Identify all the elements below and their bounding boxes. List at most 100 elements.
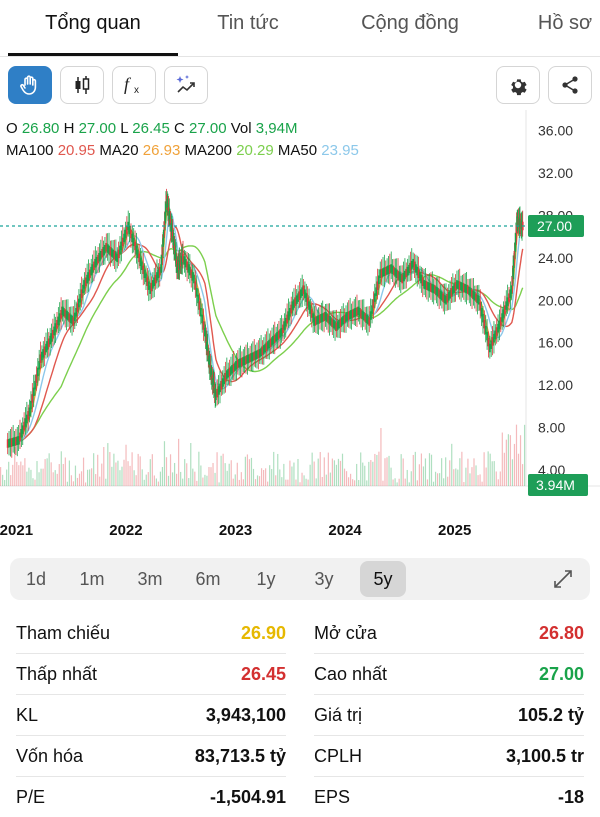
volume-bar	[329, 472, 331, 486]
trade-value-value: 105.2 tỷ	[517, 705, 584, 725]
tab-news[interactable]: Tin tức	[217, 12, 279, 34]
volume-bar	[374, 453, 376, 486]
volume-bar	[487, 451, 489, 486]
open-label: O	[6, 120, 18, 137]
range-1d[interactable]: 1d	[25, 569, 47, 589]
volume-bar	[238, 479, 240, 486]
reference-label: Tham chiếu	[16, 623, 111, 643]
candle-body	[221, 378, 224, 387]
candle-body	[32, 387, 35, 397]
volume-bar	[465, 467, 467, 486]
range-3m[interactable]: 3m	[137, 569, 163, 589]
candle-body	[82, 284, 84, 294]
volume-bar	[216, 452, 218, 486]
volume-bar	[384, 458, 386, 486]
divider	[16, 653, 286, 654]
candle-body	[319, 314, 321, 324]
candle-body	[67, 311, 69, 321]
tab-profile[interactable]: Hồ sơ	[537, 12, 593, 34]
x-tick-label: 2024	[328, 522, 362, 539]
volume-bar	[165, 457, 168, 486]
range-1m[interactable]: 1m	[79, 569, 105, 589]
candle-body	[49, 335, 52, 345]
range-5y[interactable]: 5y	[360, 561, 406, 597]
share-button[interactable]	[548, 66, 592, 104]
candle-body	[490, 340, 493, 349]
volume-bar	[491, 461, 493, 486]
volume-bar	[159, 471, 162, 486]
volume-bar	[441, 458, 443, 486]
candle-body	[440, 292, 443, 301]
candle-body	[394, 268, 397, 277]
hand-tool-button[interactable]	[8, 66, 52, 104]
volume-bar	[451, 443, 453, 486]
candle-body	[462, 283, 465, 292]
candle-body	[65, 310, 68, 320]
candle-body	[456, 280, 458, 289]
candle-body	[487, 337, 490, 347]
candle-body	[171, 231, 174, 241]
candle-body	[10, 438, 13, 447]
volume-bar	[362, 462, 364, 486]
candle-body	[254, 351, 257, 360]
candle-body	[114, 252, 117, 261]
tab-community[interactable]: Cộng đồng	[361, 12, 459, 34]
candle-body	[406, 266, 409, 276]
volume-bar	[26, 471, 28, 486]
price-chart[interactable]: 36.0032.0028.0024.0020.0016.0012.008.004…	[0, 110, 600, 546]
candle-body	[362, 311, 365, 321]
candlestick-button[interactable]	[60, 66, 104, 104]
volume-bar	[519, 435, 522, 486]
candle-body	[383, 267, 386, 277]
candle-body	[216, 388, 219, 398]
candle-body	[468, 286, 471, 296]
volume-bar	[271, 468, 273, 486]
low-label: L	[120, 120, 129, 137]
candle-body	[316, 315, 319, 325]
indicator-button[interactable]: f x	[112, 66, 156, 104]
candle-body	[195, 288, 198, 297]
volume-bar	[38, 472, 40, 486]
reference-value: 26.90	[240, 623, 286, 643]
candle-body	[310, 309, 313, 318]
volume-bar	[515, 424, 518, 486]
stat-high: Cao nhất 27.00	[314, 654, 584, 694]
candle-body	[39, 354, 42, 363]
candle-body	[351, 309, 354, 318]
stat-volume: KL 3,943,100	[16, 695, 286, 735]
candle-body	[341, 317, 343, 326]
expand-icon[interactable]	[552, 568, 574, 590]
candle-body	[461, 282, 464, 292]
candle-body	[214, 391, 217, 401]
range-3y[interactable]: 3y	[314, 569, 334, 589]
candle-body	[304, 289, 306, 298]
candle-body	[356, 307, 358, 316]
volume-bar	[54, 470, 56, 486]
volume-bar	[178, 438, 180, 486]
candle-body	[154, 274, 157, 284]
candle-body	[404, 270, 406, 280]
candle-body	[88, 269, 91, 278]
candle-body	[514, 233, 517, 243]
function-icon: f x	[124, 74, 139, 96]
market-cap-value: 83,713.5 tỷ	[194, 746, 286, 766]
volume-bar	[66, 481, 68, 486]
volume-bar	[95, 474, 97, 486]
tab-overview[interactable]: Tổng quan	[45, 12, 141, 34]
volume-bar	[489, 453, 491, 486]
range-6m[interactable]: 6m	[195, 569, 221, 589]
candle-body	[249, 353, 252, 363]
candle-body	[86, 274, 89, 284]
settings-button[interactable]	[496, 66, 540, 104]
candle-body	[145, 273, 147, 282]
candle-body	[234, 362, 236, 371]
candle-body	[391, 265, 394, 275]
volume-bar	[149, 459, 151, 486]
volume-bar	[505, 439, 507, 486]
candle-body	[208, 360, 211, 369]
ai-analysis-button[interactable]	[164, 66, 208, 104]
high-label: H	[63, 120, 75, 137]
volume-bar	[115, 462, 117, 486]
range-1y[interactable]: 1y	[256, 569, 276, 589]
volume-bar	[507, 434, 509, 486]
